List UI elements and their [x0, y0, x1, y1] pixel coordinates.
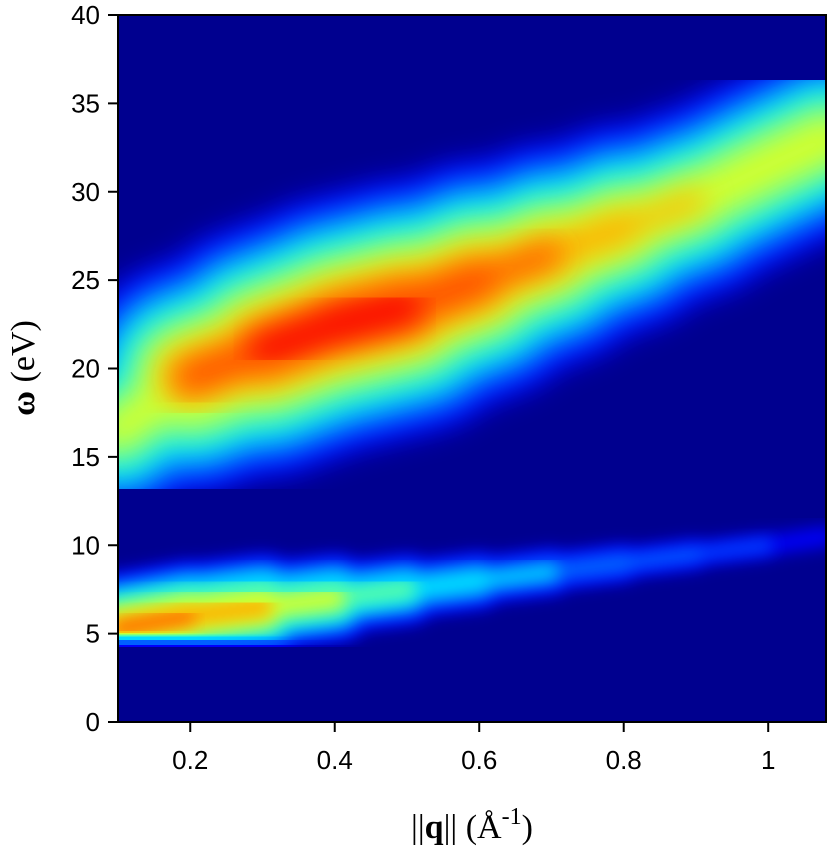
high-energy-band-segment — [470, 244, 561, 290]
x-axis-title-bars-left: || — [411, 809, 425, 846]
low-energy-band-segment — [472, 565, 559, 588]
x-axis-title: ||q|| (Å-1) — [411, 804, 533, 846]
y-tick-label: 35 — [71, 88, 100, 118]
high-energy-band-segment — [744, 114, 826, 190]
y-tick-label: 25 — [71, 265, 100, 295]
x-tick-label: 0.8 — [606, 745, 642, 775]
low-energy-band-segment — [691, 540, 773, 559]
x-axis-title-open: ( — [457, 809, 477, 846]
y-tick-label: 30 — [71, 177, 100, 207]
low-energy-band-segment — [324, 579, 417, 609]
x-axis-title-bars-right: || — [444, 809, 458, 846]
y-axis-title-symbol: ω — [5, 391, 42, 416]
x-axis: 0.2 0.4 0.6 0.8 1 — [172, 722, 775, 775]
y-tick-label: 15 — [71, 442, 100, 472]
x-axis-title-exponent: -1 — [502, 804, 522, 830]
y-axis: 0 5 10 15 20 25 30 35 40 — [71, 0, 118, 737]
y-axis-title-unit: (eV) — [5, 320, 42, 391]
low-energy-band-segment — [540, 551, 635, 584]
x-tick-label: 0.4 — [317, 745, 353, 775]
y-axis-title: ω (eV) — [5, 320, 42, 416]
x-axis-title-close: ) — [522, 809, 533, 846]
low-energy-band-level-6 — [118, 611, 195, 633]
x-axis-title-unit: Å — [477, 809, 502, 846]
y-tick-label: 20 — [71, 354, 100, 384]
low-energy-band-segment — [180, 597, 273, 626]
x-tick-label: 1 — [761, 745, 775, 775]
low-energy-band-segment — [616, 546, 704, 571]
low-energy-band-segment — [252, 588, 345, 617]
y-tick-label: 40 — [71, 0, 100, 30]
x-tick-label: 0.6 — [461, 745, 497, 775]
heatmap-plot-area — [117, 14, 827, 723]
low-energy-band-segment — [394, 568, 492, 602]
x-tick-label: 0.2 — [172, 745, 208, 775]
y-tick-label: 10 — [71, 530, 100, 560]
high-energy-band-segment — [614, 191, 705, 237]
high-energy-band-segment — [321, 293, 421, 338]
y-tick-label: 5 — [86, 619, 100, 649]
high-energy-band-segment — [534, 210, 641, 271]
low-energy-band-segment — [758, 526, 826, 555]
high-energy-band-level-7 — [250, 293, 421, 363]
low-energy-band-segment — [118, 611, 195, 633]
x-axis-title-symbol: q — [425, 809, 444, 846]
y-tick-label: 0 — [86, 707, 100, 737]
